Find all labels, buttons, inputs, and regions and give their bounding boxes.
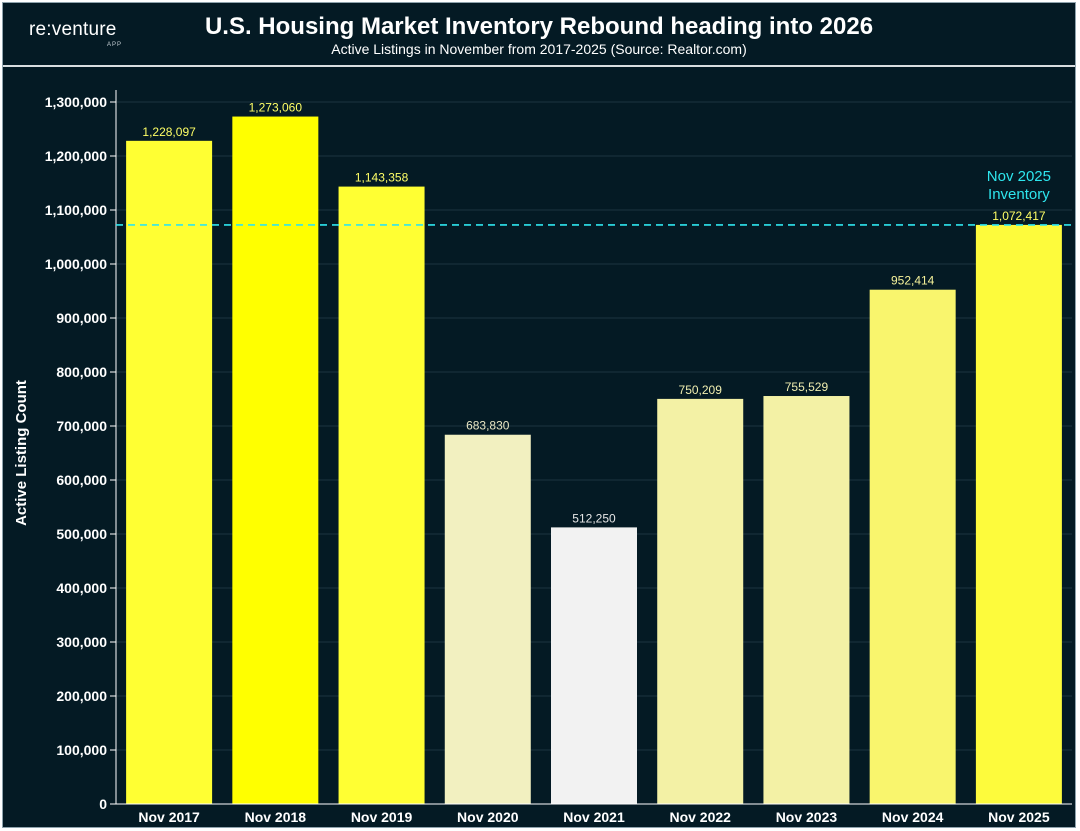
bar-value-label: 1,273,060	[249, 101, 303, 115]
bar-value-label: 1,228,097	[142, 125, 196, 139]
bar-value-label: 755,529	[785, 380, 829, 394]
y-tick-label: 800,000	[56, 364, 107, 380]
x-tick-label: Nov 2022	[669, 809, 731, 825]
reference-label-line1: Nov 2025	[987, 168, 1051, 185]
y-tick-label: 200,000	[56, 688, 107, 704]
brand-logo-sub: APP	[107, 42, 123, 48]
bar	[232, 116, 319, 804]
y-tick-label: 400,000	[56, 580, 107, 596]
y-axis-label: Active Listing Count	[13, 380, 30, 526]
y-tick-label: 600,000	[56, 472, 107, 488]
x-tick-label: Nov 2021	[563, 809, 625, 825]
x-tick-label: Nov 2020	[457, 809, 519, 825]
bar-value-label: 512,250	[572, 511, 616, 525]
y-tick-label: 100,000	[56, 742, 107, 758]
x-tick-label: Nov 2018	[245, 809, 307, 825]
y-tick-label: 900,000	[56, 310, 107, 326]
y-tick-label: 300,000	[56, 634, 107, 650]
bar	[657, 398, 744, 804]
y-tick-label: 500,000	[56, 526, 107, 542]
y-tick-label: 700,000	[56, 418, 107, 434]
bar-value-label: 1,072,417	[992, 209, 1046, 223]
chart-title: U.S. Housing Market Inventory Rebound he…	[204, 13, 874, 40]
bar	[869, 289, 956, 805]
x-tick-label: Nov 2019	[351, 809, 413, 825]
bar	[975, 224, 1062, 804]
x-tick-label: Nov 2024	[882, 809, 944, 825]
bar-value-label: 1,143,358	[355, 171, 409, 185]
y-tick-label: 1,200,000	[45, 148, 107, 164]
x-tick-label: Nov 2023	[776, 809, 838, 825]
bar	[763, 396, 850, 804]
reference-label-line2: Inventory	[988, 186, 1050, 203]
y-tick-label: 1,100,000	[45, 202, 107, 218]
x-tick-label: Nov 2017	[138, 809, 200, 825]
header: re:venture APP U.S. Housing Market Inven…	[3, 3, 1075, 67]
bar	[126, 140, 213, 804]
y-tick-label: 0	[99, 796, 107, 812]
bar-value-label: 683,830	[466, 419, 510, 433]
brand-logo: re:venture	[29, 19, 117, 40]
bar	[338, 186, 425, 805]
bar	[551, 527, 637, 804]
x-tick-label: Nov 2025	[988, 809, 1050, 825]
chart-subtitle: Active Listings in November from 2017-20…	[331, 41, 747, 57]
y-tick-label: 1,000,000	[45, 256, 107, 272]
bar-value-label: 750,209	[679, 383, 723, 397]
y-tick-label: 1,300,000	[45, 94, 107, 110]
bar	[444, 434, 531, 804]
bar-value-label: 952,414	[891, 274, 935, 288]
